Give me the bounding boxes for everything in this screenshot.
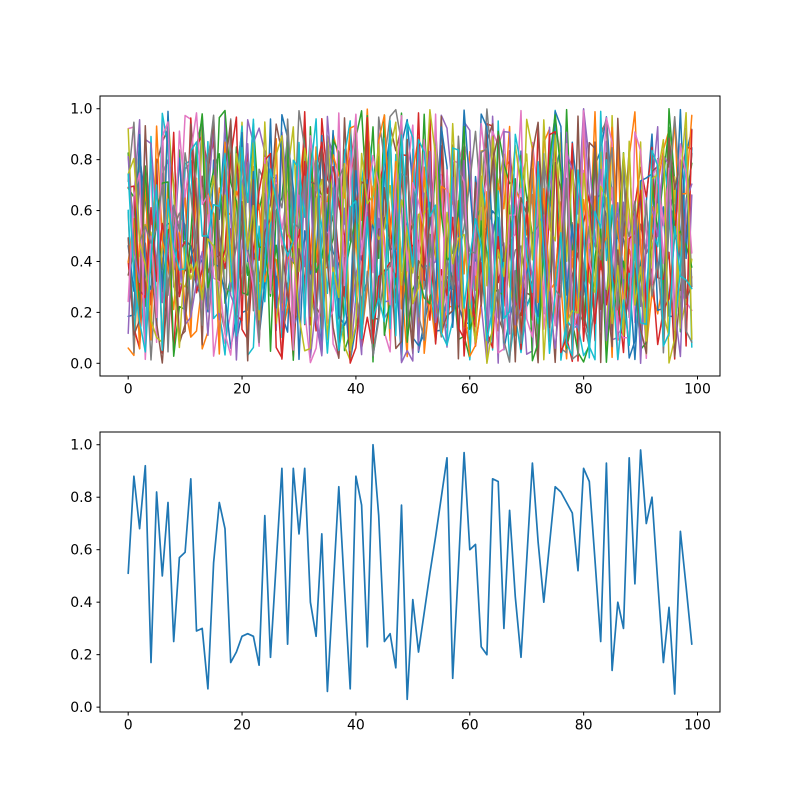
top-subplot-y-tick-label: 1.0 xyxy=(70,102,92,118)
bottom-subplot-x-tick-label: 100 xyxy=(684,718,711,734)
bottom-subplot-y-tick-label: 0.2 xyxy=(70,648,92,664)
bottom-subplot-y-tick-label: 0.0 xyxy=(70,700,92,716)
bottom-subplot-y-tick-label: 0.4 xyxy=(70,595,92,611)
top-subplot: 0 20 40 60 80 100 0.0 0.2 0.4 0.6 0.8 1.0 xyxy=(70,95,721,398)
bottom-subplot-x-tick-label: 40 xyxy=(347,718,365,734)
bottom-subplot-x-tick-label: 0 xyxy=(124,718,133,734)
top-subplot-y-tick-label: 0.0 xyxy=(70,356,92,372)
top-subplot-line-series-19 xyxy=(127,109,693,364)
top-subplot-x-tick-label: 80 xyxy=(575,382,593,398)
top-subplot-axes-frame xyxy=(99,95,721,377)
bottom-subplot-x-tick-label: 60 xyxy=(461,718,479,734)
top-subplot-y-tick-label: 0.8 xyxy=(70,153,92,169)
bottom-subplot: 0 20 40 60 80 100 0.0 0.2 0.4 0.6 0.8 1.0 xyxy=(70,431,721,734)
top-subplot-x-tick-label: 0 xyxy=(124,382,133,398)
top-subplot-x-tick-label: 20 xyxy=(233,382,251,398)
bottom-subplot-axes-frame xyxy=(99,431,721,713)
top-subplot-y-tick-label: 0.6 xyxy=(70,204,92,220)
top-subplot-y-tick-label: 0.2 xyxy=(70,305,92,321)
top-subplot-line-series-20 xyxy=(127,118,693,361)
top-subplot-y-tick-label: 0.4 xyxy=(70,254,92,270)
bottom-subplot-y-tick-label: 0.6 xyxy=(70,543,92,559)
bottom-subplot-x-tick-label: 80 xyxy=(575,718,593,734)
bottom-subplot-line-series-1 xyxy=(127,443,693,701)
top-subplot-x-tick-label: 100 xyxy=(684,382,711,398)
bottom-subplot-y-tick-label: 0.8 xyxy=(70,490,92,506)
top-subplot-x-tick-label: 40 xyxy=(347,382,365,398)
bottom-subplot-y-tick-label: 1.0 xyxy=(70,438,92,454)
bottom-subplot-x-tick-label: 20 xyxy=(233,718,251,734)
top-subplot-x-tick-label: 60 xyxy=(461,382,479,398)
